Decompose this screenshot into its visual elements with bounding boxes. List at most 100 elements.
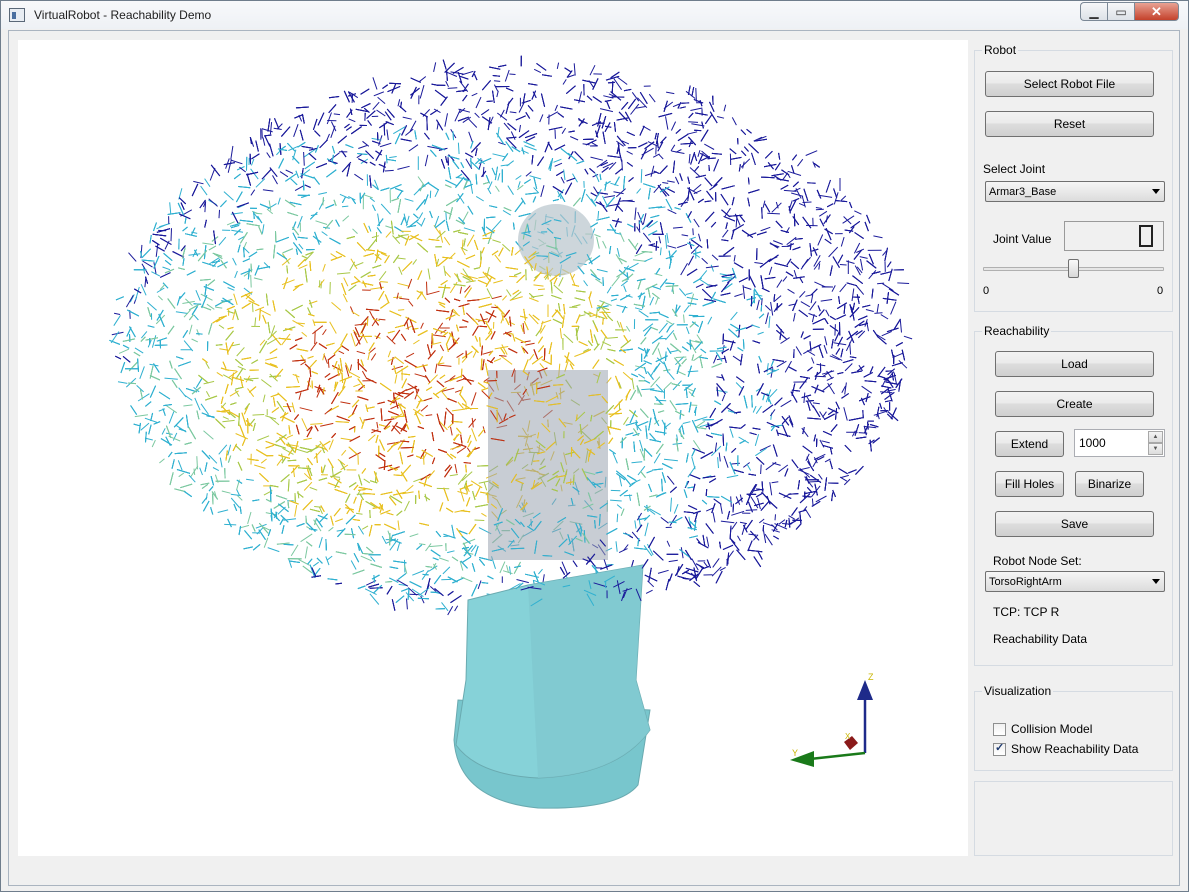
- reachability-vector: [649, 389, 663, 393]
- reachability-vector: [397, 165, 410, 170]
- reachability-vector: [824, 336, 828, 346]
- reachability-vector: [223, 191, 234, 201]
- maximize-button[interactable]: ▭: [1107, 2, 1134, 21]
- reachability-vector: [540, 185, 545, 198]
- reachability-vector: [813, 456, 818, 464]
- reachability-vector: [416, 394, 423, 402]
- reachability-vector: [461, 211, 469, 223]
- title-bar[interactable]: VirtualRobot - Reachability Demo ▁ ▭ ✕: [1, 1, 1188, 29]
- reachability-vector: [188, 324, 193, 335]
- scene-canvas[interactable]: Z Y X: [18, 40, 968, 856]
- reachability-vector: [230, 493, 241, 497]
- reachability-vector: [510, 131, 516, 140]
- reachability-vector: [348, 196, 356, 201]
- reachability-vector: [509, 296, 523, 301]
- reachability-vector: [578, 91, 582, 104]
- reachability-vector: [771, 529, 780, 533]
- reachability-vector: [787, 170, 802, 176]
- reachability-vector: [253, 277, 263, 281]
- reachability-vector: [420, 595, 425, 604]
- reachability-vector: [731, 510, 745, 516]
- reachability-vector: [194, 397, 201, 411]
- close-button[interactable]: ✕: [1134, 2, 1179, 21]
- reachability-vector: [737, 535, 741, 542]
- reachability-vector: [640, 169, 643, 183]
- reachability-vector: [369, 197, 376, 202]
- reachability-vector: [494, 304, 505, 315]
- reachability-vector: [515, 175, 522, 180]
- reachability-vector: [825, 309, 830, 317]
- reachability-vector: [827, 382, 835, 395]
- reachability-vector: [220, 200, 227, 208]
- reachability-vector: [377, 96, 386, 104]
- reachability-vector: [880, 314, 889, 320]
- reachability-vector: [304, 184, 311, 188]
- reachability-vector: [452, 308, 458, 315]
- reachability-vector: [589, 314, 598, 318]
- reachability-vector: [500, 355, 513, 365]
- reachability-vector: [596, 236, 600, 249]
- reachability-vector: [623, 494, 633, 497]
- reachability-vector: [477, 580, 482, 590]
- reachability-vector: [643, 545, 653, 557]
- reachability-vector: [501, 312, 504, 321]
- reachability-vector: [202, 242, 214, 246]
- reachability-vector: [739, 494, 743, 503]
- reachability-vector: [572, 173, 578, 183]
- reachability-vector: [453, 283, 466, 287]
- reachability-vector: [656, 357, 665, 365]
- reachability-vector: [341, 449, 347, 456]
- reachability-vector: [298, 559, 310, 566]
- reachability-vector: [279, 171, 289, 178]
- reachability-vector: [252, 414, 265, 416]
- reachability-vector: [897, 282, 910, 284]
- reachability-vector: [445, 407, 454, 416]
- reachability-vector: [493, 358, 502, 362]
- reachability-vector: [404, 500, 410, 512]
- reachability-vector: [768, 316, 771, 328]
- reachability-vector: [404, 198, 414, 202]
- 3d-viewer[interactable]: Z Y X: [18, 40, 968, 856]
- reachability-vector: [818, 473, 823, 480]
- reachability-vector: [611, 276, 620, 287]
- reachability-vector: [164, 377, 178, 380]
- reachability-vector: [450, 71, 464, 75]
- reachability-vector: [653, 453, 661, 464]
- reachability-vector: [622, 371, 633, 381]
- reachability-vector: [667, 180, 675, 183]
- reachability-vector: [567, 74, 575, 78]
- reachability-vector: [313, 449, 322, 459]
- reachability-vector: [318, 536, 323, 548]
- reachability-vector: [813, 255, 821, 267]
- reachability-vector: [839, 283, 847, 293]
- reachability-vector: [427, 374, 438, 385]
- minimize-button[interactable]: ▁: [1080, 2, 1107, 21]
- reachability-vector: [754, 262, 763, 265]
- reachability-vector: [397, 309, 405, 311]
- reachability-vector: [783, 189, 797, 192]
- reachability-vector: [735, 496, 741, 505]
- reachability-vector: [419, 543, 426, 546]
- reachability-vector: [513, 561, 521, 574]
- reachability-vector: [685, 292, 693, 295]
- reachability-vector: [292, 149, 297, 161]
- reachability-vector: [687, 387, 695, 393]
- reachability-vector: [694, 416, 708, 422]
- reachability-vector: [151, 439, 156, 448]
- reachability-vector: [267, 547, 280, 553]
- reachability-vector: [392, 425, 401, 435]
- reachability-vector: [448, 309, 454, 321]
- reachability-vector: [397, 282, 410, 287]
- reachability-vector: [899, 318, 902, 333]
- reachability-vector: [559, 328, 562, 339]
- reachability-vector: [742, 161, 745, 169]
- reachability-vector: [485, 363, 489, 377]
- reachability-vector: [208, 454, 218, 464]
- reachability-vector: [636, 226, 641, 233]
- reachability-vector: [742, 284, 746, 299]
- reachability-vector: [380, 509, 391, 515]
- reachability-vector: [638, 310, 649, 318]
- reachability-vector: [646, 470, 653, 474]
- reachability-vector: [602, 195, 609, 208]
